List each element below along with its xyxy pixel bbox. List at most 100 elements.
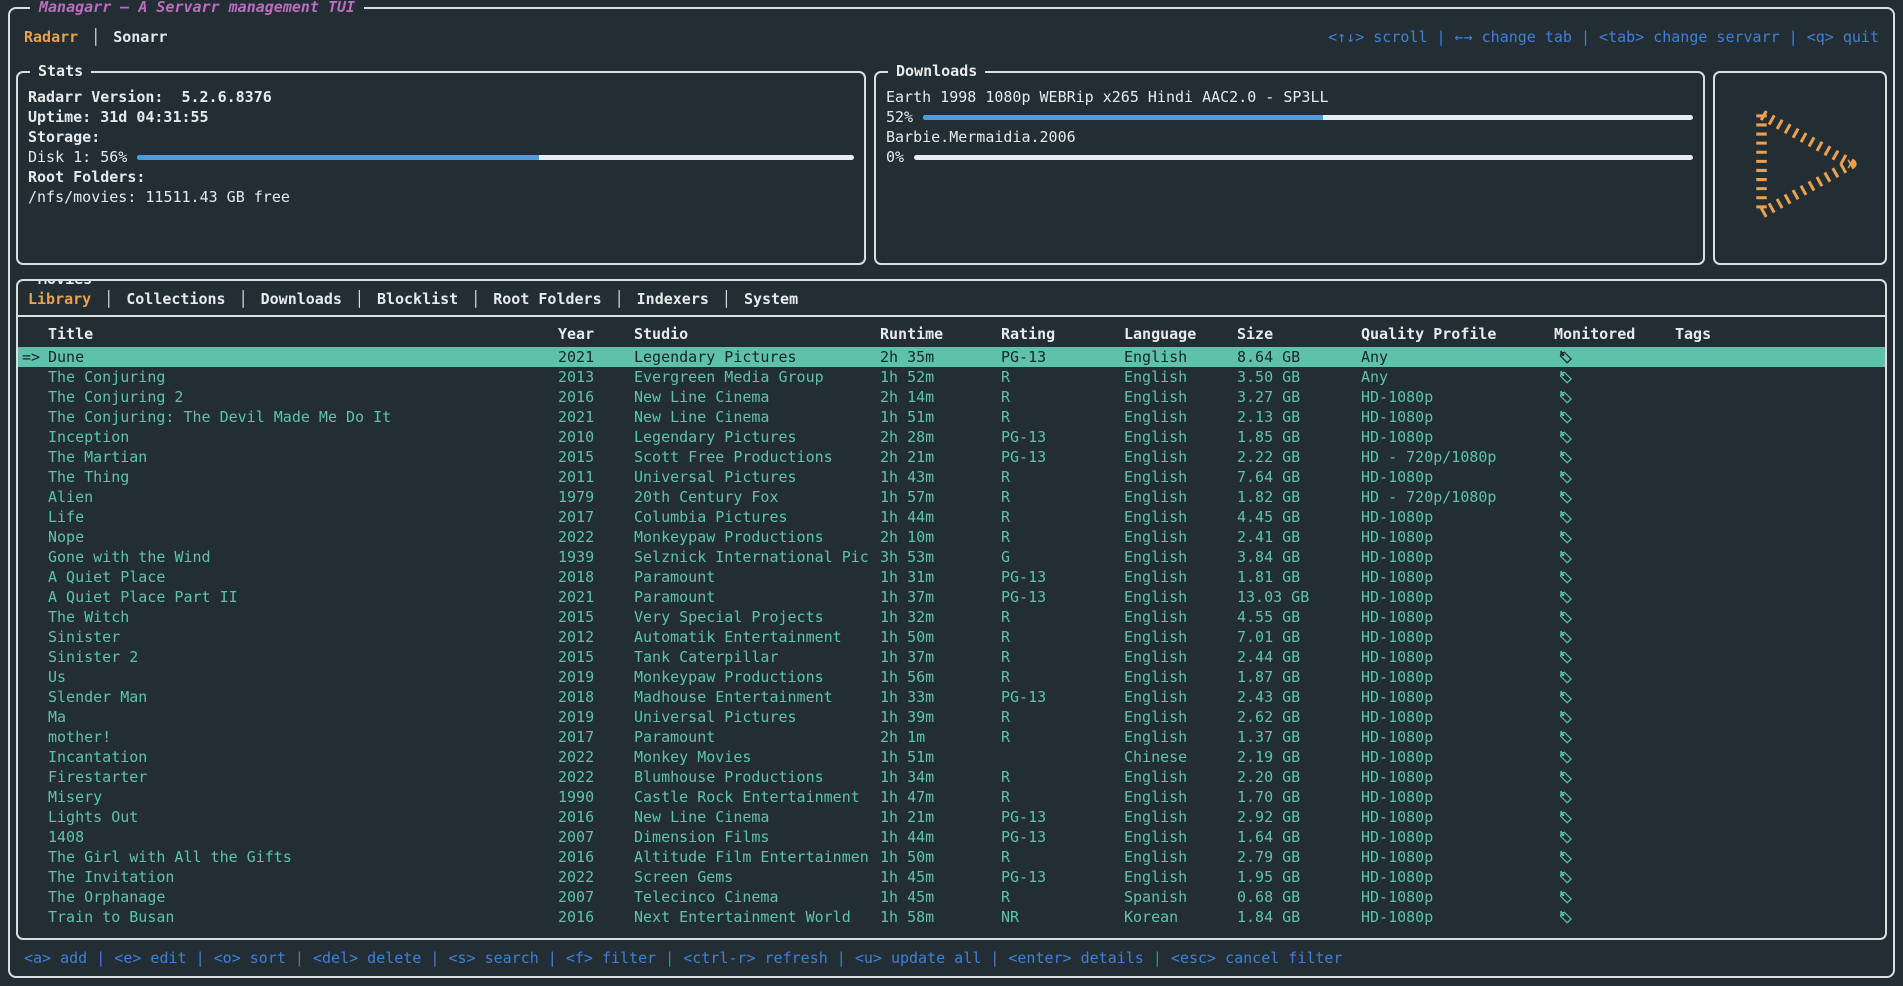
cell-rating: R [1001,468,1011,486]
cell-title: Lights Out [48,808,139,826]
monitored-tag-icon [1554,550,1675,565]
movies-tab-system[interactable]: System [743,290,799,308]
cell-language: English [1124,388,1188,406]
cell-size: 2.92 GB [1237,808,1301,826]
cell-runtime: 1h 31m [880,568,935,586]
movies-tab-collections[interactable]: Collections [126,290,226,308]
cell-size: 1.81 GB [1237,568,1301,586]
table-row[interactable]: Sinister 2 2015 Tank Caterpillar 1h 37m R Eng… [18,647,1885,667]
disk-usage-line: Disk 1: 56% [28,147,854,167]
tab-separator: │ [104,290,114,308]
cell-runtime: 1h 51m [880,748,935,766]
table-row[interactable]: The Conjuring: The Devil Made Me Do It 20… [18,407,1885,427]
cell-runtime: 1h 21m [880,808,935,826]
table-row[interactable]: => Dune 2021 Legendary Pictures 2h 35m PG-13 E… [18,347,1885,367]
movies-panel: Movies Library │ Collections │ Downloads │ Blo… [16,279,1887,940]
cell-studio: Very Special Projects [634,608,824,626]
cell-rating: R [1001,848,1011,866]
monitored-tag-icon [1554,670,1675,685]
table-row[interactable]: Inception 2010 Legendary Pictures 2h 28m PG-… [18,427,1885,447]
table-row[interactable]: Gone with the Wind 1939 Selznick Internati… [18,547,1885,567]
cell-runtime: 1h 57m [880,488,935,506]
summary-row: Stats Radarr Version: 5.2.6.8376 Uptime: 3… [16,61,1887,265]
table-row[interactable]: Life 2017 Columbia Pictures 1h 44m R English 4… [18,507,1885,527]
table-row[interactable]: Nope 2022 Monkeypaw Productions 2h 10m R Engl… [18,527,1885,547]
monitored-tag-icon [1554,890,1675,905]
cell-language: English [1124,528,1188,546]
movies-tab-library[interactable]: Library [28,290,92,308]
download-name: Barbie.Mermaidia.2006 [886,128,1076,146]
cell-studio: New Line Cinema [634,808,770,826]
cell-language: English [1124,648,1188,666]
table-row[interactable]: Ma 2019 Universal Pictures 1h 39m R English 2.… [18,707,1885,727]
cell-title: Slender Man [48,688,148,706]
column-header-title: Title [48,325,94,343]
table-row[interactable]: mother! 2017 Paramount 2h 1m R English 1.37 GB… [18,727,1885,747]
cell-size: 8.64 GB [1237,348,1301,366]
table-row[interactable]: Misery 1990 Castle Rock Entertainment 1h 47… [18,787,1885,807]
cell-language: English [1124,488,1188,506]
cell-language: English [1124,668,1188,686]
table-row[interactable]: The Martian 2015 Scott Free Productions 2h … [18,447,1885,467]
cell-runtime: 2h 21m [880,448,935,466]
table-row[interactable]: The Orphanage 2007 Telecinco Cinema 1h 45m R… [18,887,1885,907]
movies-tab-root-folders[interactable]: Root Folders [493,290,602,308]
cell-size: 13.03 GB [1237,588,1310,606]
cell-language: English [1124,628,1188,646]
table-row[interactable]: The Witch 2015 Very Special Projects 1h 32m… [18,607,1885,627]
table-row[interactable]: A Quiet Place Part II 2021 Paramount 1h 37m… [18,587,1885,607]
cell-studio: Castle Rock Entertainment [634,788,860,806]
cell-title: The Witch [48,608,130,626]
cell-rating: R [1001,768,1011,786]
table-row[interactable]: Firestarter 2022 Blumhouse Productions 1h 3… [18,767,1885,787]
table-row[interactable]: The Thing 2011 Universal Pictures 1h 43m R En… [18,467,1885,487]
table-row[interactable]: The Invitation 2022 Screen Gems 1h 45m PG-13… [18,867,1885,887]
cell-studio: New Line Cinema [634,388,770,406]
table-row[interactable]: The Conjuring 2013 Evergreen Media Group 1h… [18,367,1885,387]
table-row[interactable]: A Quiet Place 2018 Paramount 1h 31m PG-13 Eng… [18,567,1885,587]
cell-rating: R [1001,728,1011,746]
cell-runtime: 1h 45m [880,888,935,906]
monitored-tag-icon [1554,570,1675,585]
monitored-tag-icon [1554,510,1675,525]
table-row[interactable]: The Conjuring 2 2016 New Line Cinema 2h 14m… [18,387,1885,407]
table-row[interactable]: Train to Busan 2016 Next Entertainment Wor… [18,907,1885,927]
table-row[interactable]: Slender Man 2018 Madhouse Entertainment 1h … [18,687,1885,707]
cell-runtime: 1h 45m [880,868,935,886]
cell-year: 2017 [558,728,595,746]
table-row[interactable]: Sinister 2012 Automatik Entertainment 1h 50… [18,627,1885,647]
cell-runtime: 1h 50m [880,628,935,646]
cell-size: 0.68 GB [1237,888,1301,906]
cell-studio: Universal Pictures [634,708,797,726]
cell-quality: HD-1080p [1361,868,1434,886]
table-row[interactable]: The Girl with All the Gifts 2016 Altitude … [18,847,1885,867]
servarr-tab-sonarr[interactable]: Sonarr [113,28,168,46]
monitored-tag-icon [1554,370,1675,385]
cell-size: 2.20 GB [1237,768,1301,786]
cell-year: 2016 [558,848,595,866]
cell-quality: Any [1361,348,1389,366]
table-row[interactable]: Incantation 2022 Monkey Movies 1h 51m Chines… [18,747,1885,767]
servarr-tab-radarr[interactable]: Radarr [24,28,79,46]
cell-quality: HD-1080p [1361,808,1434,826]
cell-language: English [1124,768,1188,786]
cell-language: English [1124,828,1188,846]
movies-tab-blocklist[interactable]: Blocklist [376,290,459,308]
table-row[interactable]: 1408 2007 Dimension Films 1h 44m PG-13 Englis… [18,827,1885,847]
table-row[interactable]: Us 2019 Monkeypaw Productions 1h 56m R Englis… [18,667,1885,687]
cell-rating: PG-13 [1001,868,1047,886]
movies-tab-downloads[interactable]: Downloads [260,290,342,308]
cell-runtime: 1h 32m [880,608,935,626]
cell-rating: R [1001,888,1011,906]
table-row[interactable]: Alien 1979 20th Century Fox 1h 57m R English 1… [18,487,1885,507]
cell-studio: Columbia Pictures [634,508,788,526]
cell-language: English [1124,508,1188,526]
movies-tab-indexers[interactable]: Indexers [636,290,709,308]
cell-language: Chinese [1124,748,1188,766]
cell-rating: PG-13 [1001,828,1047,846]
monitored-tag-icon [1554,390,1675,405]
cell-title: The Orphanage [48,888,166,906]
cell-studio: Selznick International Pic [634,548,869,566]
table-row[interactable]: Lights Out 2016 New Line Cinema 1h 21m PG-13… [18,807,1885,827]
cell-studio: Monkey Movies [634,748,752,766]
